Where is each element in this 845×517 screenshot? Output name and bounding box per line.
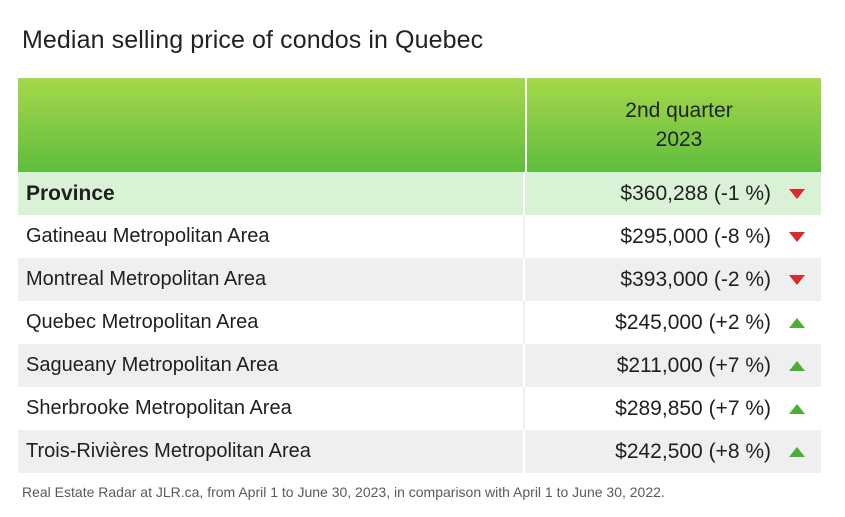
trend-down-icon (789, 188, 805, 199)
row-value: $289,850 (+7 %) (615, 396, 771, 420)
table-header: 2nd quarter 2023 (18, 78, 821, 172)
table-row: Gatineau Metropolitan Area $295,000 (-8 %… (18, 215, 821, 258)
header-period-cell: 2nd quarter 2023 (527, 78, 821, 172)
row-label: Sagueany Metropolitan Area (18, 344, 525, 387)
table-row: Quebec Metropolitan Area $245,000 (+2 %) (18, 301, 821, 344)
row-value-cell: $360,288 (-1 %) (525, 172, 821, 215)
row-value-cell: $211,000 (+7 %) (525, 344, 821, 387)
trend-up-icon (789, 446, 805, 457)
trend-down-icon (789, 274, 805, 285)
header-line-1: 2nd quarter (625, 99, 733, 122)
header-line-2: 2023 (655, 128, 703, 151)
row-value: $211,000 (+7 %) (616, 353, 771, 377)
row-value: $295,000 (-8 %) (620, 224, 771, 248)
row-label: Trois-Rivières Metropolitan Area (18, 430, 525, 473)
row-label: Gatineau Metropolitan Area (18, 215, 525, 258)
row-value: $245,000 (+2 %) (615, 310, 771, 334)
trend-up-icon (789, 317, 805, 328)
trend-up-icon (789, 403, 805, 414)
province-row: Province $360,288 (-1 %) (18, 172, 821, 215)
header-empty-cell (18, 78, 527, 172)
table-body: Province $360,288 (-1 %) Gatineau Metropol… (18, 172, 821, 473)
trend-down-icon (789, 231, 805, 242)
source-footnote: Real Estate Radar at JLR.ca, from April … (22, 484, 665, 500)
price-table: 2nd quarter 2023 Province $360,288 (-1 %)… (18, 78, 821, 473)
row-value: $360,288 (-1 %) (620, 181, 771, 205)
trend-up-icon (789, 360, 805, 371)
table-row: Trois-Rivières Metropolitan Area $242,500… (18, 430, 821, 473)
row-label: Province (18, 172, 525, 215)
row-value: $242,500 (+8 %) (615, 439, 771, 463)
row-value-cell: $245,000 (+2 %) (525, 301, 821, 344)
row-label: Sherbrooke Metropolitan Area (18, 387, 525, 430)
row-value-cell: $393,000 (-2 %) (525, 258, 821, 301)
row-label: Montreal Metropolitan Area (18, 258, 525, 301)
table-row: Montreal Metropolitan Area $393,000 (-2 %… (18, 258, 821, 301)
row-value-cell: $289,850 (+7 %) (525, 387, 821, 430)
chart-title: Median selling price of condos in Quebec (22, 26, 484, 54)
row-value-cell: $242,500 (+8 %) (525, 430, 821, 473)
table-row: Sagueany Metropolitan Area $211,000 (+7 %… (18, 344, 821, 387)
row-label: Quebec Metropolitan Area (18, 301, 525, 344)
row-value-cell: $295,000 (-8 %) (525, 215, 821, 258)
row-value: $393,000 (-2 %) (620, 267, 771, 291)
table-row: Sherbrooke Metropolitan Area $289,850 (+7… (18, 387, 821, 430)
